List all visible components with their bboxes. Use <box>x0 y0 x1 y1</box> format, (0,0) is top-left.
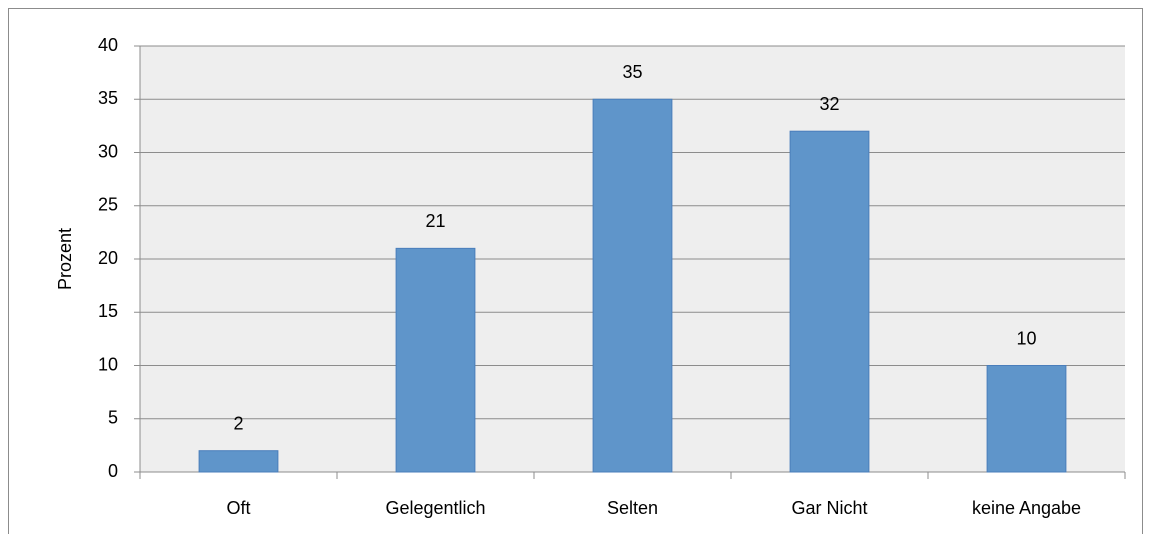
y-tick-label: 25 <box>98 195 118 215</box>
y-tick-label: 40 <box>98 35 118 55</box>
y-tick-label: 15 <box>98 301 118 321</box>
data-label: 21 <box>425 211 445 231</box>
y-tick-label: 10 <box>98 354 118 374</box>
x-tick-label: keine Angabe <box>972 498 1081 518</box>
bar <box>789 130 870 473</box>
bar <box>395 247 476 473</box>
x-tick-label: Gelegentlich <box>385 498 485 518</box>
y-axis-title: Prozent <box>55 228 75 290</box>
data-label: 2 <box>233 413 243 433</box>
y-tick-label: 0 <box>108 461 118 481</box>
bar <box>198 450 279 473</box>
bar <box>986 365 1067 473</box>
bar <box>592 98 673 473</box>
x-tick-label: Selten <box>607 498 658 518</box>
y-tick-label: 35 <box>98 88 118 108</box>
data-label: 32 <box>819 94 839 114</box>
data-label: 35 <box>622 62 642 82</box>
data-label: 10 <box>1016 328 1036 348</box>
y-tick-label: 5 <box>108 408 118 428</box>
x-tick-label: Oft <box>226 498 250 518</box>
y-tick-label: 20 <box>98 248 118 268</box>
x-tick-label: Gar Nicht <box>791 498 867 518</box>
y-tick-label: 30 <box>98 141 118 161</box>
